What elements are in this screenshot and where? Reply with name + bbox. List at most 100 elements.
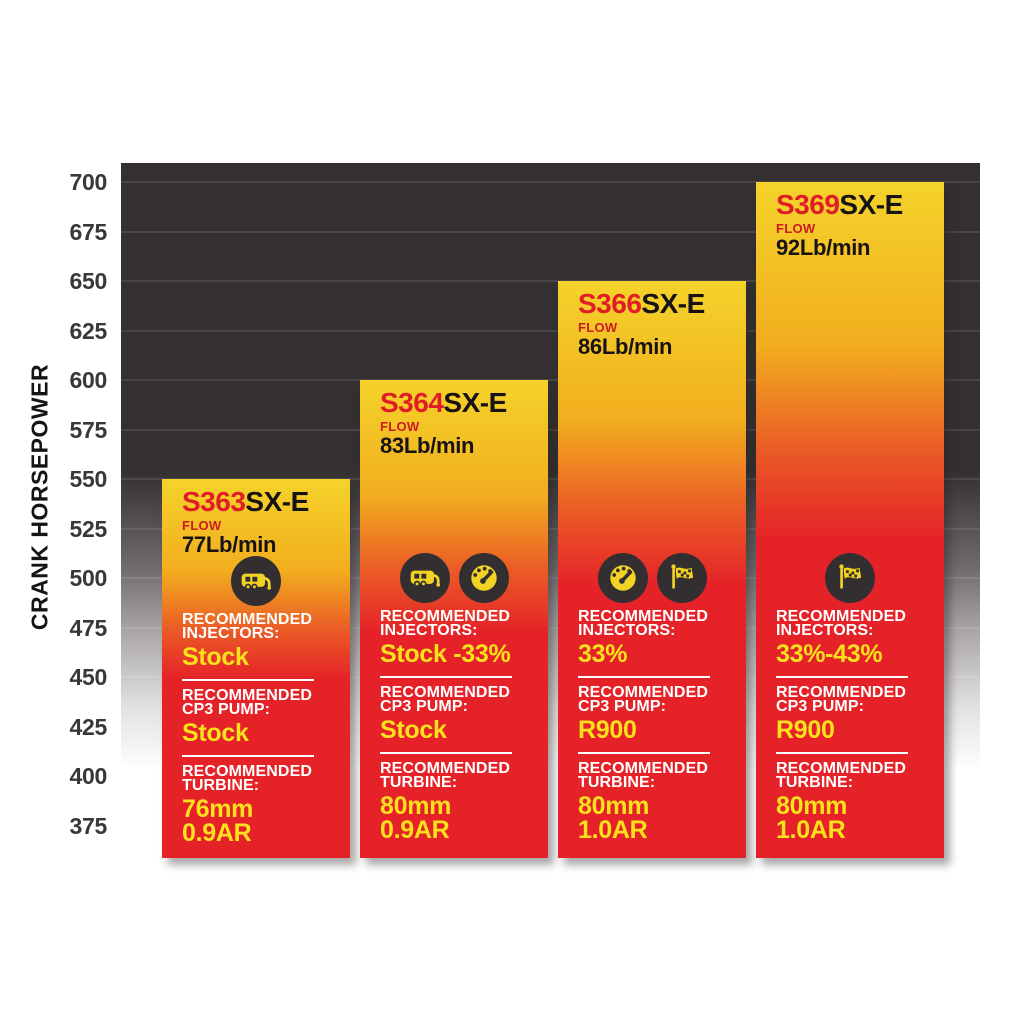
turbine-label: RECOMMENDED TURBINE: [578, 760, 708, 791]
turbine-section: RECOMMENDED TURBINE: 80mm 1.0AR [776, 760, 932, 844]
injectors-value: Stock -33% [380, 640, 511, 668]
turbine-section: RECOMMENDED TURBINE: 80mm 1.0AR [578, 760, 734, 844]
camper-icon [231, 556, 281, 606]
flag-icon [656, 553, 707, 603]
cp3-pump-value: Stock [182, 719, 249, 747]
section-divider [182, 755, 314, 757]
camper-icon [399, 553, 450, 603]
y-tick-450: 450 [69, 664, 108, 690]
flow-label: FLOW [182, 518, 222, 533]
injectors-value: Stock [182, 643, 249, 671]
turbine-value-ar: 0.9AR [380, 816, 450, 844]
bar-header: S364SX-E FLOW 83Lb/min [360, 380, 548, 457]
gridline-650 [121, 280, 980, 282]
y-tick-550: 550 [69, 466, 108, 492]
turbine-label: RECOMMENDED TURBINE: [776, 760, 906, 791]
section-divider [380, 676, 512, 678]
turbo-bar-s364: S364SX-E FLOW 83Lb/min RECOMMENDED INJEC… [360, 380, 548, 858]
turbine-value-size: 80mm [578, 792, 650, 820]
injectors-section: RECOMMENDED INJECTORS: Stock -33% [380, 608, 536, 668]
injectors-label: RECOMMENDED INJECTORS: [776, 608, 906, 639]
usage-icons-row [756, 553, 944, 603]
turbo-model-number: S369 [776, 189, 840, 220]
gridline-675 [121, 230, 980, 233]
cp3-pump-label: RECOMMENDED CP3 PUMP: [182, 687, 312, 718]
turbine-section: RECOMMENDED TURBINE: 76mm 0.9AR [182, 763, 338, 847]
cp3-pump-section: RECOMMENDED CP3 PUMP: R900 [776, 685, 932, 744]
y-tick-625: 625 [69, 317, 108, 344]
y-tick-600: 600 [69, 367, 108, 393]
turbo-model-title: S363SX-E [182, 486, 336, 517]
turbine-value: 80mm 1.0AR [578, 792, 734, 844]
gridline-550 [121, 478, 980, 480]
y-tick-700: 700 [69, 169, 108, 195]
cp3-pump-value: Stock [380, 716, 447, 744]
turbine-value-ar: 0.9AR [182, 819, 252, 847]
flow-label: FLOW [776, 221, 816, 236]
turbine-value-ar: 1.0AR [578, 816, 648, 844]
gridline-475 [121, 626, 980, 629]
turbo-model-title: S369SX-E [776, 189, 930, 220]
flow-value: 92Lb/min [776, 235, 871, 260]
bar-recommendations: RECOMMENDED INJECTORS: 33% RECOMMENDED C… [558, 553, 746, 858]
y-tick-400: 400 [69, 763, 108, 789]
gauge-icon [458, 553, 509, 603]
cp3-pump-value: R900 [776, 716, 835, 744]
section-divider [578, 676, 710, 678]
flow-value: 83Lb/min [380, 433, 475, 458]
section-divider [776, 676, 908, 678]
y-tick-475: 475 [69, 614, 108, 641]
flow-label: FLOW [380, 419, 420, 434]
turbo-model-series: SX-E [839, 189, 903, 220]
injectors-label: RECOMMENDED INJECTORS: [578, 608, 708, 639]
turbo-model-title: S364SX-E [380, 387, 534, 418]
turbo-model-series: SX-E [641, 288, 705, 319]
injectors-section: RECOMMENDED INJECTORS: Stock [182, 612, 338, 671]
gridline-625 [121, 329, 980, 332]
injectors-section: RECOMMENDED INJECTORS: 33%-43% [776, 608, 932, 667]
turbine-label: RECOMMENDED TURBINE: [380, 760, 510, 791]
turbo-bar-s363: S363SX-E FLOW 77Lb/min RECOMMENDED INJEC… [162, 479, 350, 858]
gridline-525 [121, 527, 980, 530]
bar-header: S363SX-E FLOW 77Lb/min [162, 479, 350, 556]
usage-icons-row [162, 556, 350, 606]
turbine-section: RECOMMENDED TURBINE: 80mm 0.9AR [380, 760, 536, 844]
turbo-model-number: S363 [182, 486, 246, 517]
bar-header: S369SX-E FLOW 92Lb/min [756, 182, 944, 259]
usage-icons-row [558, 553, 746, 603]
turbo-bar-s366: S366SX-E FLOW 86Lb/min RECOMMENDED INJEC… [558, 281, 746, 858]
turbo-model-series: SX-E [245, 486, 309, 517]
turbo-model-title: S366SX-E [578, 288, 732, 319]
gridline-425 [121, 725, 980, 728]
section-divider [776, 752, 908, 754]
cp3-pump-label: RECOMMENDED CP3 PUMP: [380, 684, 510, 715]
turbine-label: RECOMMENDED TURBINE: [182, 763, 312, 794]
section-divider [182, 679, 314, 681]
y-tick-675: 675 [69, 218, 108, 245]
section-divider [380, 752, 512, 754]
flow-label: FLOW [578, 320, 618, 335]
gridline-450 [121, 676, 980, 678]
y-tick-575: 575 [69, 416, 108, 443]
injectors-label: RECOMMENDED INJECTORS: [380, 608, 510, 639]
flow-value: 86Lb/min [578, 334, 673, 359]
cp3-pump-section: RECOMMENDED CP3 PUMP: Stock [182, 687, 338, 747]
turbine-value: 80mm 0.9AR [380, 794, 536, 844]
section-divider [578, 752, 710, 754]
turbo-model-number: S366 [578, 288, 642, 319]
cp3-pump-section: RECOMMENDED CP3 PUMP: Stock [380, 684, 536, 744]
turbine-value: 80mm 1.0AR [776, 794, 932, 844]
bar-recommendations: RECOMMENDED INJECTORS: Stock RECOMMENDED… [162, 556, 350, 861]
turbo-model-series: SX-E [443, 387, 507, 418]
turbo-bar-s369: S369SX-E FLOW 92Lb/min RECOMMENDED INJEC… [756, 182, 944, 858]
usage-icons-row [360, 553, 548, 603]
cp3-pump-section: RECOMMENDED CP3 PUMP: R900 [578, 685, 734, 744]
y-tick-525: 525 [69, 515, 108, 542]
turbine-value-size: 76mm [182, 795, 254, 823]
cp3-pump-value: R900 [578, 716, 637, 744]
turbine-value-ar: 1.0AR [776, 816, 846, 844]
gauge-icon [597, 553, 648, 603]
gridline-700 [121, 181, 980, 183]
injectors-value: 33% [578, 640, 628, 668]
